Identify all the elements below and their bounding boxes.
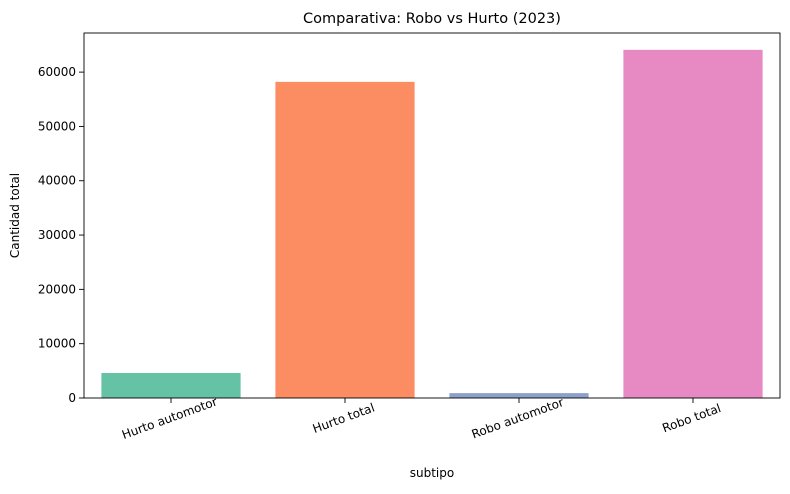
y-tick-label: 40000 <box>38 174 76 188</box>
bar-hurto-total <box>275 81 415 399</box>
y-tick-label: 30000 <box>38 228 76 242</box>
y-tick-label: 0 <box>68 391 76 405</box>
y-axis-label: Cantidad total <box>8 173 22 258</box>
bars <box>101 49 763 399</box>
y-tick-label: 20000 <box>38 282 76 296</box>
chart-title: Comparativa: Robo vs Hurto (2023) <box>303 11 561 27</box>
x-tick-label: Hurto total <box>311 401 377 436</box>
plot-frame <box>83 32 781 399</box>
x-tick-label: Robo total <box>660 401 722 435</box>
x-tick-label: Hurto automotor <box>120 394 219 442</box>
y-tick-label: 10000 <box>38 337 76 351</box>
y-tick-label: 60000 <box>38 65 76 79</box>
x-axis-label: subtipo <box>410 466 454 480</box>
bar-hurto-automotor <box>101 373 241 398</box>
bar-robo-total <box>623 49 763 398</box>
y-tick-label: 50000 <box>38 119 76 133</box>
bar-robo-automotor <box>449 393 589 398</box>
y-axis-ticks: 0 10000 20000 30000 40000 50000 60000 <box>38 65 84 405</box>
x-tick-label: Robo automotor <box>470 395 566 441</box>
x-axis-ticks: Hurto automotor Hurto total Robo automotor… <box>120 394 723 442</box>
